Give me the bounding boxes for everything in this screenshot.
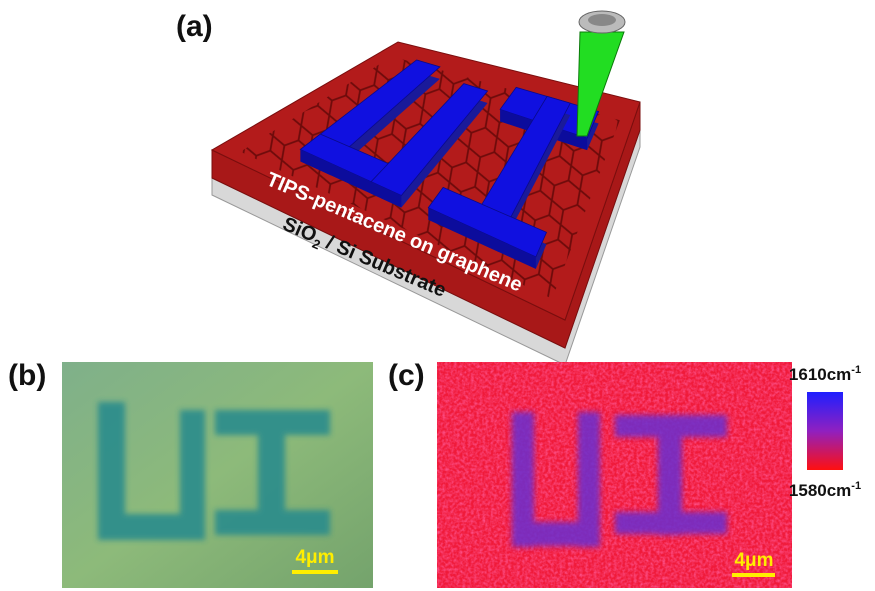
panel-label: (b)	[8, 359, 46, 392]
colorbar-max-label: 1610cm-1	[789, 364, 861, 384]
figure: (a) TIPS-pentacene on graphene SiO2 / Si…	[0, 0, 875, 591]
scale-bar-label: 4μm	[295, 547, 334, 568]
colorbar-text: 1610cm	[789, 365, 851, 384]
colorbar	[807, 392, 843, 470]
colorbar-superscript: -1	[851, 364, 861, 376]
panel-label: (a)	[176, 10, 213, 43]
scale-bar-label: 4μm	[734, 550, 773, 571]
device-illustration	[212, 42, 640, 365]
panel-label: (c)	[388, 359, 425, 392]
colorbar-min-label: 1580cm-1	[789, 480, 861, 500]
colorbar-text: 1580cm	[789, 481, 851, 500]
colorbar-superscript: -1	[851, 480, 861, 492]
